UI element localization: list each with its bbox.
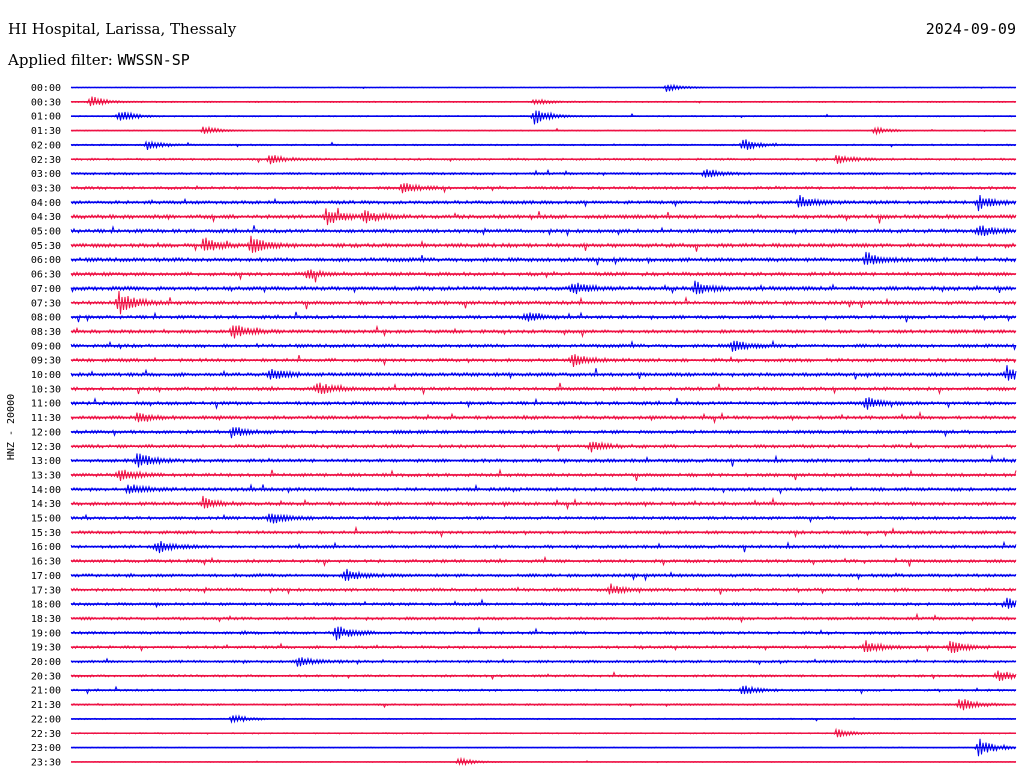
trace-line <box>70 269 1017 283</box>
row-time-label: 18:30 <box>31 614 61 625</box>
row-time-label: 15:30 <box>31 528 61 539</box>
row-time-label: 02:00 <box>31 140 61 151</box>
row-time-label: 12:00 <box>31 427 61 438</box>
row-time-label: 07:00 <box>31 284 61 295</box>
row-time-label: 21:00 <box>31 686 61 697</box>
row-time-label: 17:30 <box>31 585 61 596</box>
row-time-label: 00:00 <box>31 83 61 94</box>
row-time-label: 20:30 <box>31 671 61 682</box>
row-time-label: 10:00 <box>31 370 61 381</box>
trace-line <box>70 555 1017 567</box>
trace-line <box>70 597 1017 609</box>
trace-line <box>70 468 1017 481</box>
row-time-label: 08:00 <box>31 313 61 324</box>
row-time-label: 12:30 <box>31 442 61 453</box>
row-time-label: 01:00 <box>31 112 61 123</box>
row-time-label: 21:30 <box>31 700 61 711</box>
trace-line <box>70 365 1017 381</box>
row-time-label: 16:30 <box>31 557 61 568</box>
trace-line <box>70 397 1017 410</box>
row-time-label: 16:00 <box>31 542 61 553</box>
row-time-label: 13:00 <box>31 456 61 467</box>
row-time-label: 07:30 <box>31 298 61 309</box>
row-time-label: 14:30 <box>31 499 61 510</box>
row-time-label: 23:00 <box>31 743 61 754</box>
filter-value: WWSSN-SP <box>117 51 190 69</box>
row-time-label: 17:00 <box>31 571 61 582</box>
station-title: HI Hospital, Larissa, Thessaly <box>8 20 237 38</box>
trace-line <box>70 235 1017 253</box>
row-time-label: 19:30 <box>31 643 61 654</box>
row-time-label: 20:00 <box>31 657 61 668</box>
trace-line <box>70 251 1017 266</box>
trace-line <box>70 311 1017 323</box>
row-time-label: 05:30 <box>31 241 61 252</box>
row-time-label: 02:30 <box>31 155 61 166</box>
trace-line <box>70 540 1017 554</box>
trace-line <box>70 382 1017 396</box>
row-time-label: 06:30 <box>31 270 61 281</box>
row-time-label: 01:30 <box>31 126 61 137</box>
row-time-label: 11:00 <box>31 399 61 410</box>
row-time-label: 03:00 <box>31 169 61 180</box>
row-time-label: 05:00 <box>31 227 61 238</box>
row-time-label: 14:00 <box>31 485 61 496</box>
row-time-label: 22:30 <box>31 729 61 740</box>
trace-line <box>70 427 1017 439</box>
filter-label: Applied filter: <box>8 51 113 69</box>
trace-line <box>70 280 1017 295</box>
trace-line <box>70 495 1017 511</box>
trace-line <box>70 207 1017 226</box>
trace-line <box>70 291 1017 315</box>
trace-line <box>70 583 1017 595</box>
trace-line <box>70 441 1017 453</box>
row-time-label: 13:30 <box>31 470 61 481</box>
trace-line <box>70 339 1017 352</box>
row-time-label: 23:30 <box>31 757 61 768</box>
row-time-label: 22:00 <box>31 714 61 725</box>
row-time-label: 04:30 <box>31 212 61 223</box>
trace-line <box>70 110 1017 125</box>
trace-line <box>70 195 1017 212</box>
filter-info: Applied filter: WWSSN-SP <box>8 51 190 69</box>
row-time-label: 18:00 <box>31 600 61 611</box>
row-time-label: 19:00 <box>31 628 61 639</box>
row-time-label: 03:30 <box>31 183 61 194</box>
trace-line <box>70 568 1017 582</box>
row-time-label: 09:30 <box>31 356 61 367</box>
row-time-label: 15:00 <box>31 514 61 525</box>
row-time-label: 04:00 <box>31 198 61 209</box>
row-time-label: 10:30 <box>31 384 61 395</box>
row-time-label: 08:30 <box>31 327 61 338</box>
row-time-label: 11:30 <box>31 413 61 424</box>
row-time-label: 09:00 <box>31 341 61 352</box>
row-time-label: 00:30 <box>31 97 61 108</box>
row-time-label: 06:00 <box>31 255 61 266</box>
plot-date: 2024-09-09 <box>925 20 1016 38</box>
